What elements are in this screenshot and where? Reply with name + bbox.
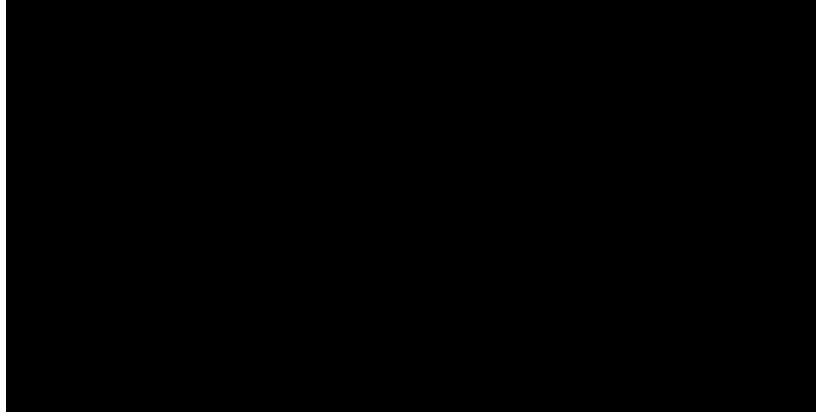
word-cloud (6, 0, 816, 412)
word-cloud-canvas (6, 0, 816, 412)
